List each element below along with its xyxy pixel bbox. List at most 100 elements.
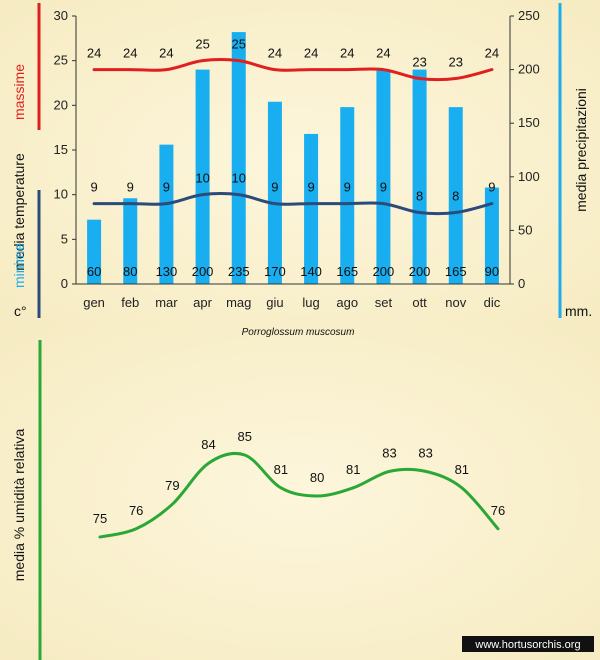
max-temperature-label: 24 — [376, 46, 390, 61]
humidity-label: 76 — [129, 503, 143, 518]
precipitation-bar — [448, 107, 463, 285]
min-temperature-label: 9 — [127, 180, 134, 195]
left-tick-label: 0 — [61, 276, 68, 291]
max-temperature-label: 24 — [304, 46, 318, 61]
precipitation-label: 235 — [228, 264, 250, 279]
precipitation-label: 130 — [156, 264, 178, 279]
humidity-label: 84 — [201, 437, 215, 452]
precipitation-bar — [267, 101, 282, 284]
precipitation-label: 200 — [409, 264, 431, 279]
left-tick-label: 20 — [54, 97, 68, 112]
unit-right: mm. — [565, 303, 592, 319]
max-temperature-label: 24 — [268, 46, 282, 61]
humidity-label: 76 — [491, 503, 505, 518]
min-temperature-label: 9 — [163, 180, 170, 195]
precipitation-label: 165 — [445, 264, 467, 279]
precipitation-label: 165 — [336, 264, 358, 279]
x-tick-label: gen — [83, 295, 105, 310]
left-tick-label: 30 — [54, 8, 68, 23]
precipitation-label: 170 — [264, 264, 286, 279]
max-temperature-label: 24 — [87, 46, 101, 61]
humidity-label: 75 — [93, 511, 107, 526]
min-temperature-label: 8 — [452, 189, 459, 204]
humidity-line — [98, 451, 500, 539]
precipitation-bar — [159, 144, 174, 284]
min-temperature-label: 9 — [380, 180, 387, 195]
precipitation-label: 200 — [373, 264, 395, 279]
chart-subtitle: Porroglossum muscosum — [242, 327, 355, 338]
humidity-label: 81 — [455, 462, 469, 477]
max-temperature-label: 23 — [449, 55, 463, 70]
humidity-series: 75 76 79 84 85 81 80 81 83 83 81 76 — [93, 429, 505, 539]
min-temperature-label: 9 — [90, 180, 97, 195]
bottom-chart-background — [0, 325, 600, 660]
label-min: minime — [11, 243, 27, 288]
right-tick-label: 0 — [518, 276, 525, 291]
label-rain: media precipitazioni — [573, 88, 589, 212]
x-tick-label: mag — [226, 295, 251, 310]
x-tick-label: set — [375, 295, 393, 310]
label-max: massime — [11, 64, 27, 120]
min-temperature-label: 8 — [416, 189, 423, 204]
precipitation-label: 60 — [87, 264, 101, 279]
precipitation-bar — [304, 133, 319, 284]
right-tick-label: 250 — [518, 8, 540, 23]
left-tick-label: 5 — [61, 231, 68, 246]
precipitation-bar — [123, 198, 138, 284]
x-tick-label: apr — [193, 295, 212, 310]
precipitation-label: 140 — [300, 264, 322, 279]
min-temperature-label: 9 — [488, 180, 495, 195]
unit-left: c° — [14, 303, 27, 319]
max-temperature-line — [92, 58, 494, 82]
precipitation-bars — [87, 32, 499, 285]
watermark-box — [462, 636, 594, 652]
label-mid: media temperature — [11, 153, 27, 271]
left-tick-label: 15 — [54, 142, 68, 157]
humidity-label: 79 — [165, 478, 179, 493]
max-temperature-label: 25 — [232, 37, 246, 52]
precipitation-bar — [340, 107, 355, 285]
humidity-label: 80 — [310, 470, 324, 485]
max-temperature-label: 24 — [159, 46, 173, 61]
min-temperature-label: 9 — [344, 180, 351, 195]
min-temperature-label: 9 — [271, 180, 278, 195]
top-data-labels: 24 24 24 25 25 24 24 24 24 23 23 24 9 9 9 10 10 9 9 9 9 8 8 9 60… — [87, 37, 499, 279]
left-tick-label: 10 — [54, 187, 68, 202]
precipitation-label: 90 — [485, 264, 499, 279]
min-temperature-label: 10 — [195, 171, 209, 186]
temperature-lines — [92, 58, 494, 216]
right-tick-label: 100 — [518, 169, 540, 184]
right-tick-label: 200 — [518, 62, 540, 77]
left-tick-label: 25 — [54, 53, 68, 68]
precipitation-label: 80 — [123, 264, 137, 279]
humidity-label: 83 — [418, 445, 432, 460]
x-tick-label: mar — [155, 295, 178, 310]
min-temperature-line — [92, 192, 494, 216]
max-temperature-label: 23 — [412, 55, 426, 70]
humidity-axis-label: media % umidità relativa — [11, 429, 27, 582]
precipitation-bar — [87, 219, 102, 284]
max-temperature-label: 24 — [485, 46, 499, 61]
min-temperature-label: 9 — [307, 180, 314, 195]
max-temperature-label: 25 — [195, 37, 209, 52]
x-tick-label: nov — [445, 295, 466, 310]
top-axes: 0 5 10 15 20 25 30 0 50 100 150 200 250 gen feb mar apr m… — [54, 8, 540, 310]
humidity-label: 83 — [382, 445, 396, 460]
max-temperature-label: 24 — [340, 46, 354, 61]
min-temperature-label: 10 — [232, 171, 246, 186]
right-tick-label: 50 — [518, 222, 532, 237]
right-tick-label: 150 — [518, 115, 540, 130]
humidity-label: 81 — [274, 462, 288, 477]
x-tick-label: lug — [302, 295, 319, 310]
precipitation-bar — [376, 69, 391, 284]
x-tick-label: ott — [412, 295, 427, 310]
watermark-text: www.hortusorchis.org — [474, 639, 580, 651]
precipitation-bar — [484, 187, 499, 284]
max-temperature-label: 24 — [123, 46, 137, 61]
x-tick-label: feb — [121, 295, 139, 310]
precipitation-bar — [195, 69, 210, 284]
x-tick-label: giu — [266, 295, 283, 310]
precipitation-bar — [412, 69, 427, 284]
